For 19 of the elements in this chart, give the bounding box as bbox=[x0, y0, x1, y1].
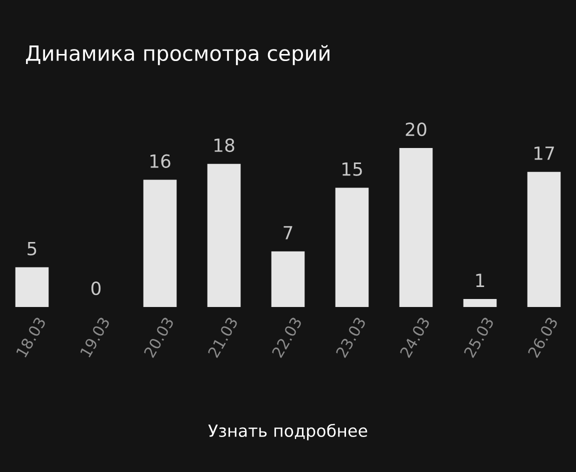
bar bbox=[143, 180, 177, 307]
data-label: 17 bbox=[534, 146, 554, 160]
data-label: 1 bbox=[476, 274, 484, 287]
bar bbox=[207, 164, 241, 307]
data-label: 18 bbox=[214, 138, 234, 152]
bar bbox=[15, 267, 49, 307]
data-label: 16 bbox=[150, 154, 170, 168]
data-label: 0 bbox=[91, 282, 101, 296]
bar bbox=[271, 251, 305, 307]
chart-title: Динамика просмотра серий bbox=[26, 45, 330, 66]
bar bbox=[399, 148, 433, 307]
data-label: 20 bbox=[406, 122, 426, 136]
text: Узнать подробнее bbox=[208, 424, 368, 440]
data-label: 7 bbox=[284, 226, 292, 240]
data-label: 15 bbox=[342, 162, 362, 176]
data-label: 5 bbox=[28, 242, 36, 256]
bar bbox=[463, 299, 497, 307]
bar bbox=[527, 172, 561, 307]
bar bbox=[335, 188, 369, 307]
